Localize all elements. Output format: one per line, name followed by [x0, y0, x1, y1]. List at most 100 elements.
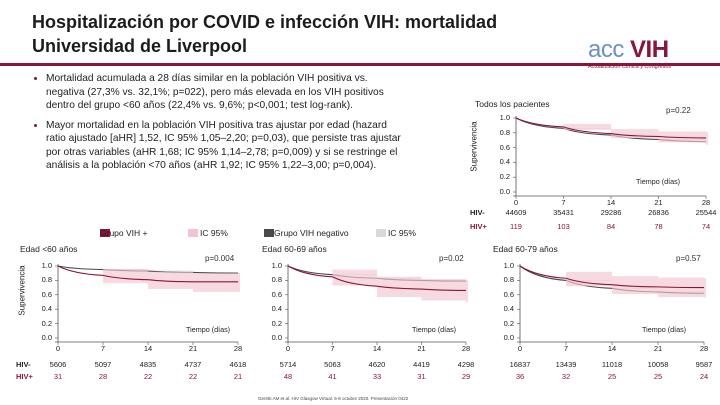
km-curve-hiv-pos-60-79	[519, 265, 705, 289]
risk-value-hiv-neg-lt60: 4737	[184, 360, 202, 369]
pvalue-60-69: p=0.02	[439, 254, 464, 263]
xtick-label-all: 7	[561, 198, 566, 207]
xtick-label-60-69: 28	[461, 344, 471, 353]
ci-band-hiv-neg-all	[516, 118, 708, 143]
risk-value-hiv-pos-60-69: 33	[372, 372, 382, 381]
xtick-label-60-79: 14	[607, 344, 617, 353]
ytick-label-all: 0.0	[499, 187, 510, 196]
ytick-label-60-79: 0.4	[503, 304, 514, 314]
legend-label-ci-pos: IC 95%	[200, 228, 228, 238]
xtick-label-60-69: 7	[330, 344, 335, 353]
ci-band-hiv-neg-lt60	[58, 266, 240, 274]
risk-value-hiv-pos-60-69: 48	[283, 372, 293, 381]
ytick-label-60-69: 0.8	[271, 275, 282, 285]
risk-value-hiv-neg-60-79: 16837	[509, 360, 531, 369]
panel-title-lt60: Edad <60 años	[20, 244, 78, 254]
risk-value-hiv-pos-all: 78	[654, 222, 663, 231]
risk-value-hiv-neg-60-79: 13439	[555, 360, 577, 369]
risk-value-hiv-pos-lt60: 21	[233, 372, 243, 381]
ylabel-top: Supervivencia	[469, 121, 479, 172]
ytick-label-all: 0.4	[499, 157, 510, 167]
risk-value-hiv-pos-60-69: 31	[417, 372, 426, 381]
title-divider	[0, 63, 720, 66]
acc-vih-logo: acc VIH Actualización Clínica y Congreso…	[588, 38, 704, 74]
xtick-label-lt60: 0	[55, 344, 61, 353]
xtick-label-lt60: 28	[233, 344, 243, 353]
risk-value-hiv-pos-all: 74	[701, 222, 711, 231]
risk-row-label-hiv-pos-lt60: HIV+	[16, 372, 33, 381]
pvalue-lt60: p=0.004	[205, 254, 235, 263]
bullet-item: Mortalidad acumulada a 28 días similar e…	[46, 72, 406, 113]
xtick-label-lt60: 7	[100, 344, 106, 353]
panel-title-60-69: Edad 60-69 años	[262, 244, 327, 254]
slide-title: Hospitalización por COVID e infección VI…	[32, 12, 498, 56]
risk-value-hiv-neg-60-69: 4298	[457, 360, 475, 369]
risk-value-hiv-pos-60-69: 41	[328, 372, 337, 381]
xaxis-title-lt60: Tiempo (días)	[186, 325, 231, 334]
risk-value-hiv-neg-lt60: 4618	[229, 360, 247, 369]
km-curve-hiv-pos-60-69	[287, 265, 467, 292]
risk-value-hiv-pos-60-79: 36	[515, 372, 525, 381]
ci-band-hiv-neg-60-79	[520, 266, 706, 294]
footer-reference: Geretti AM et al. HIV Glasgow Virtual. 5…	[258, 396, 409, 401]
chart-legend: Grupo VIH + IC 95% Grupo VIH negativo IC…	[100, 228, 440, 242]
logo-subtitle: Actualización Clínica y Congresos	[588, 64, 672, 70]
xtick-label-60-79: 0	[517, 344, 523, 353]
ytick-label-all: 0.6	[499, 142, 510, 152]
xtick-label-60-79: 7	[563, 344, 569, 353]
risk-value-hiv-neg-60-69: 4620	[368, 360, 386, 369]
xaxis-title-60-69: Tiempo (días)	[412, 325, 457, 334]
risk-value-hiv-pos-60-79: 25	[653, 372, 663, 381]
logo-acc-text: acc	[588, 36, 624, 63]
ytick-label-60-69: 0.0	[271, 333, 282, 342]
xtick-label-all: 21	[654, 198, 663, 207]
risk-value-hiv-neg-all: 26836	[648, 208, 669, 217]
risk-value-hiv-neg-all: 29286	[600, 208, 622, 217]
risk-value-hiv-pos-all: 103	[557, 222, 570, 231]
risk-value-hiv-neg-60-69: 5714	[279, 360, 297, 369]
risk-value-hiv-pos-60-79: 25	[607, 372, 617, 381]
risk-value-hiv-neg-lt60: 4835	[139, 360, 157, 369]
ytick-label-lt60: 0.8	[41, 275, 52, 285]
risk-value-hiv-pos-lt60: 22	[143, 372, 153, 381]
risk-value-hiv-pos-60-79: 32	[561, 372, 571, 381]
ci-band-hiv-pos-60-69	[288, 266, 468, 302]
legend-swatch-hiv-pos	[100, 229, 110, 237]
xtick-label-60-69: 14	[372, 344, 382, 353]
legend-label-hiv-pos: Grupo VIH +	[100, 228, 148, 238]
risk-row-label-hiv-neg-all: HIV-	[470, 208, 485, 217]
ytick-label-60-79: 0.8	[503, 275, 514, 285]
risk-value-hiv-neg-all: 44609	[505, 208, 527, 217]
xtick-label-lt60: 14	[143, 344, 153, 353]
ytick-label-lt60: 0.0	[41, 333, 52, 342]
xaxis-title-60-79: Tiempo (días)	[642, 325, 687, 334]
risk-row-label-hiv-pos-all: HIV+	[470, 222, 487, 231]
km-curve-hiv-neg-all	[515, 117, 707, 143]
xaxis-title-all: Tiempo (días)	[636, 177, 681, 186]
km-curve-hiv-neg-60-79	[519, 265, 705, 294]
legend-swatch-hiv-neg	[264, 229, 274, 237]
legend-swatch-ci-neg	[376, 229, 386, 237]
risk-value-hiv-pos-lt60: 28	[98, 372, 108, 381]
ylabel-bottom: Supervivencia	[17, 265, 27, 316]
risk-value-hiv-pos-60-69: 29	[461, 372, 471, 381]
risk-value-hiv-pos-lt60: 22	[188, 372, 198, 381]
ytick-label-60-79: 1.0	[503, 261, 514, 270]
xtick-label-all: 0	[513, 198, 519, 207]
xtick-label-lt60: 21	[188, 344, 198, 353]
ytick-label-lt60: 1.0	[41, 261, 52, 270]
ytick-label-60-69: 0.6	[271, 289, 282, 299]
ci-band-hiv-neg-60-69	[288, 266, 468, 282]
ytick-label-all: 0.2	[499, 172, 510, 182]
risk-value-hiv-neg-60-69: 5063	[324, 360, 341, 369]
ytick-label-all: 0.8	[499, 127, 510, 137]
ytick-label-all: 1.0	[499, 113, 510, 122]
legend-swatch-ci-pos	[188, 229, 198, 237]
ci-band-hiv-pos-lt60	[58, 266, 240, 292]
ci-band-hiv-pos-all	[516, 118, 708, 145]
risk-value-hiv-neg-60-79: 11018	[601, 360, 623, 369]
risk-value-hiv-neg-60-79: 10058	[647, 360, 669, 369]
ytick-label-60-79: 0.0	[503, 333, 514, 342]
panel-title-all: Todos los pacientes	[475, 99, 550, 109]
risk-row-label-hiv-neg-lt60: HIV-	[16, 360, 31, 369]
